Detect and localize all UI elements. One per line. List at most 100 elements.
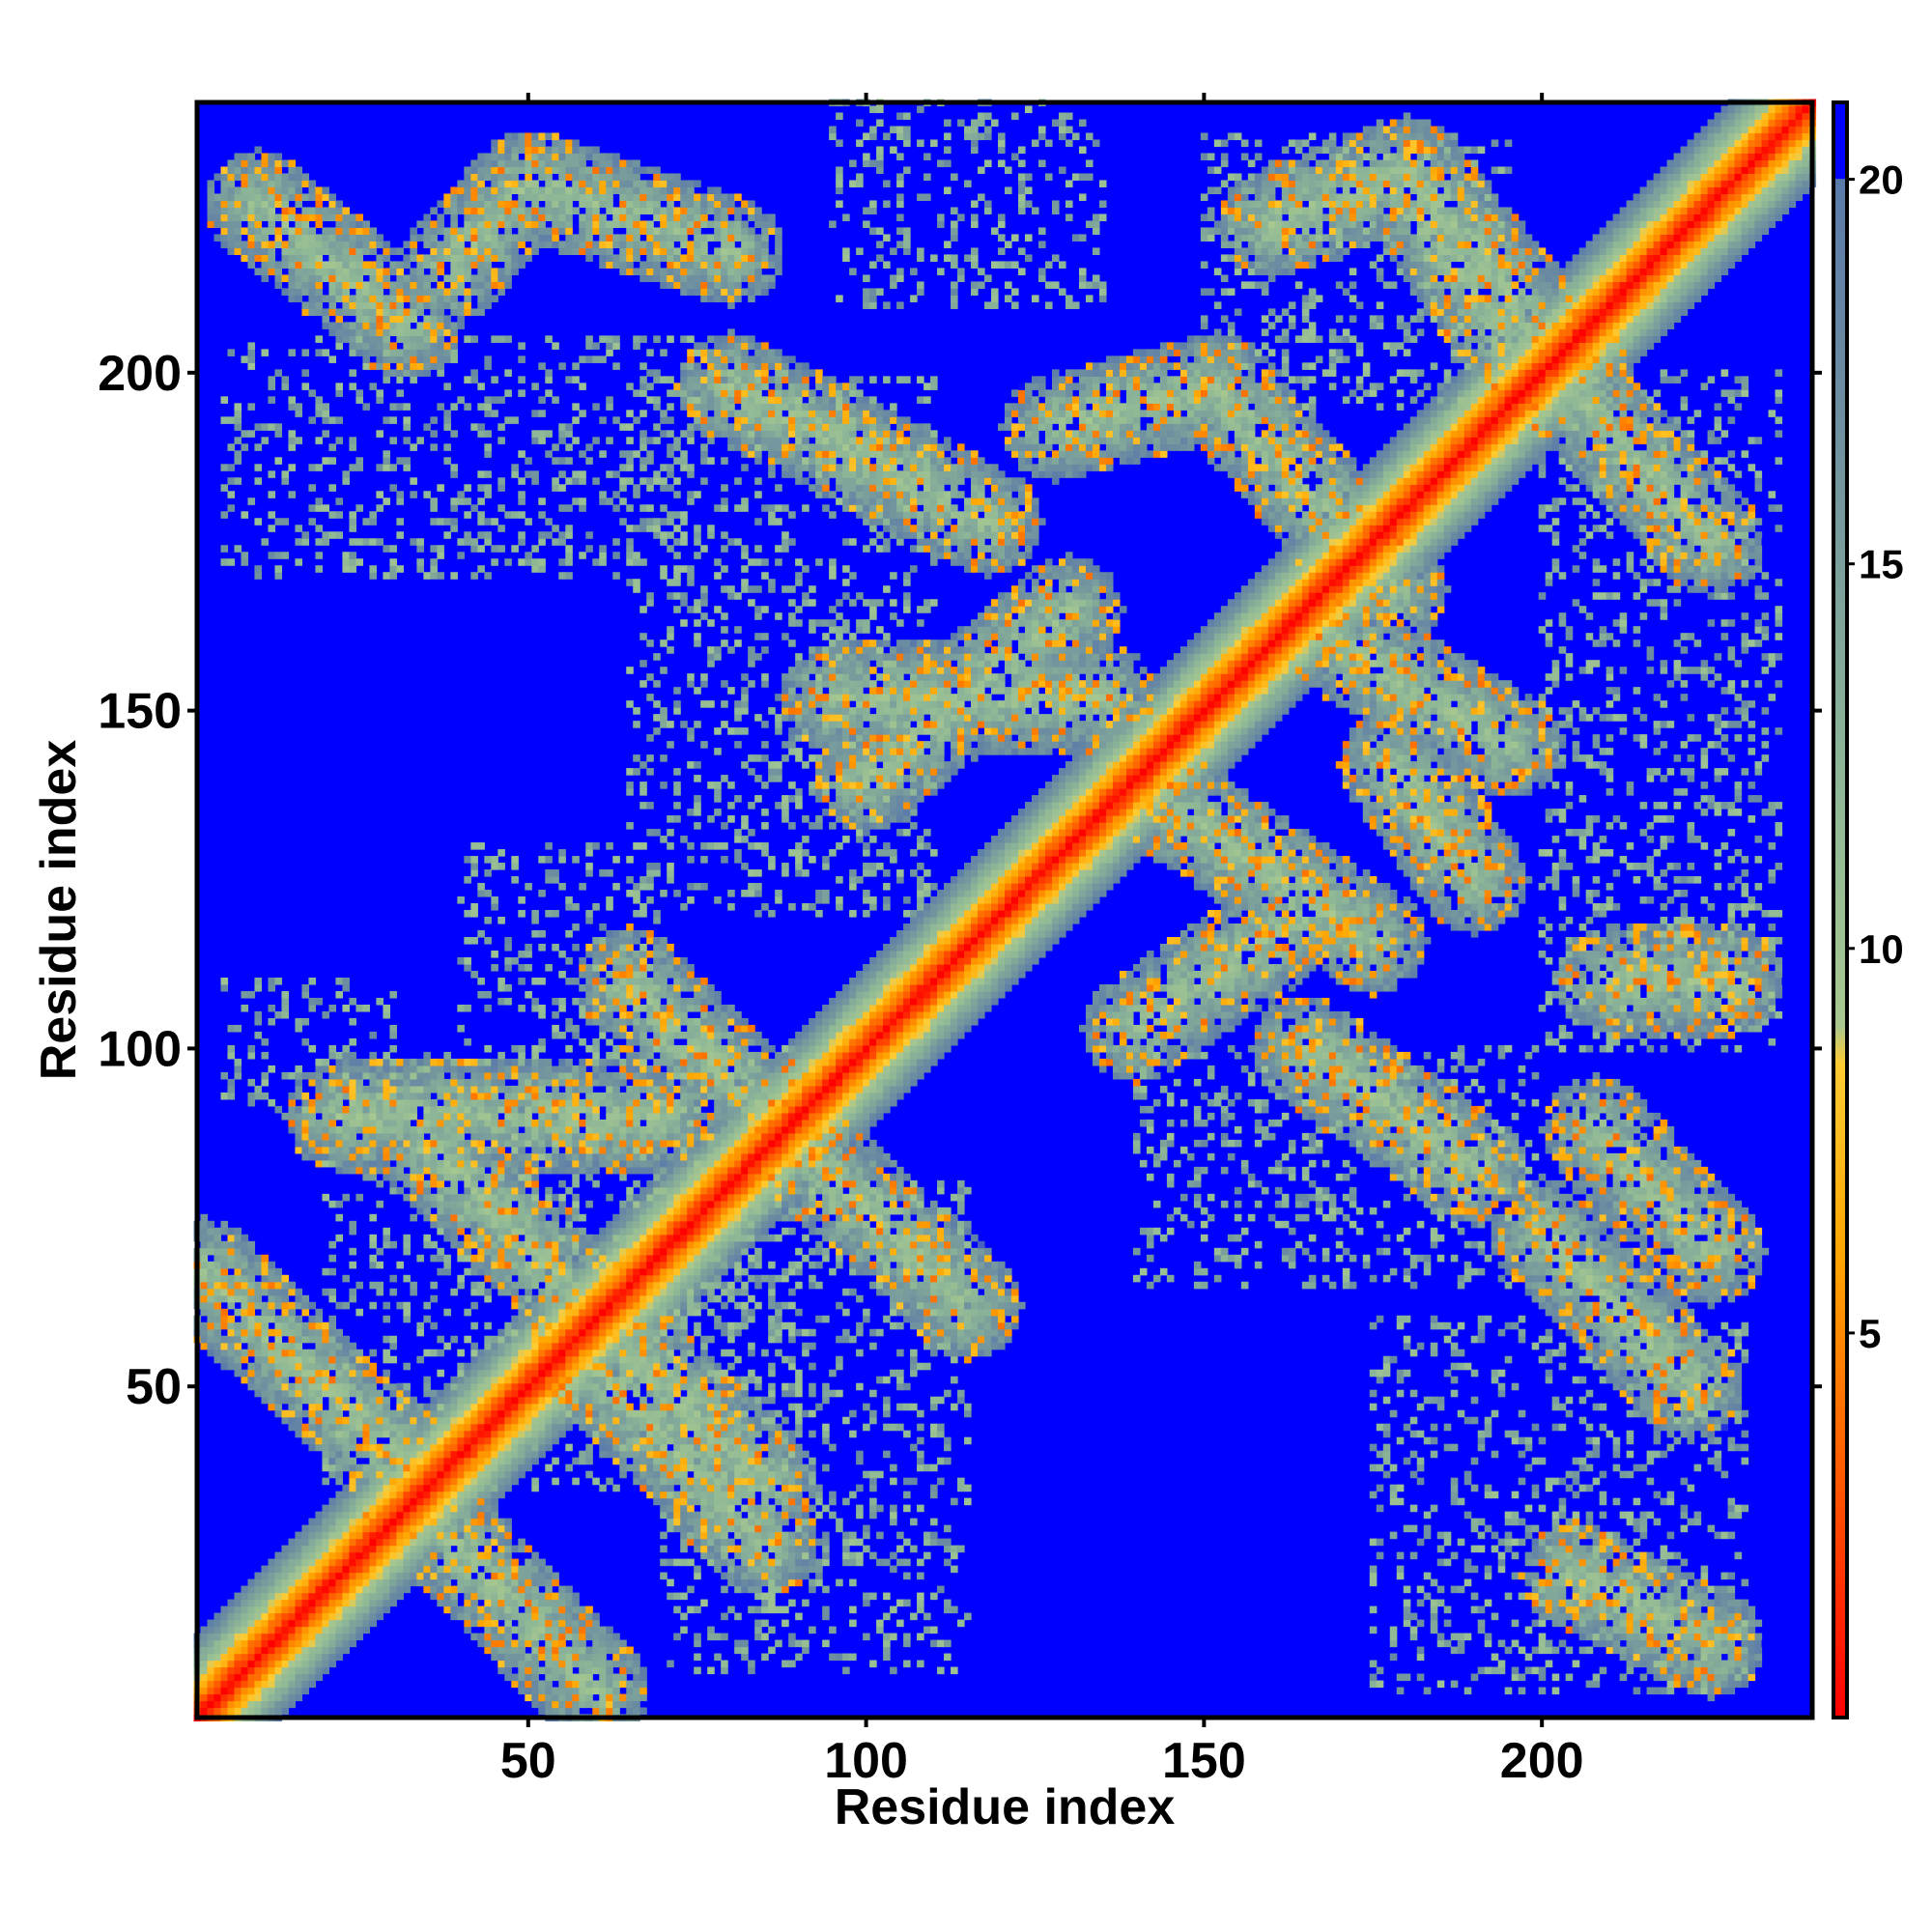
heatmap-cell (328, 261, 336, 269)
heatmap-cell (335, 335, 343, 343)
heatmap-cell (268, 1356, 275, 1364)
heatmap-cell (349, 1404, 356, 1411)
heatmap-cell (254, 1255, 262, 1263)
heatmap-cell (552, 443, 559, 451)
heatmap-cell (274, 518, 282, 526)
heatmap-cell (497, 159, 505, 167)
heatmap-cell (416, 362, 424, 370)
heatmap-cell (504, 957, 512, 965)
heatmap-cell (470, 1268, 478, 1276)
heatmap-cell (457, 1539, 465, 1547)
heatmap-cell (315, 1336, 323, 1344)
heatmap-cell (328, 1383, 336, 1391)
heatmap-cell (376, 1282, 384, 1290)
heatmap-cell (545, 1140, 553, 1148)
heatmap-cell (552, 1093, 559, 1100)
heatmap-cell (423, 1093, 431, 1100)
heatmap-cell (552, 153, 559, 160)
heatmap-cell (504, 281, 512, 289)
heatmap-cell (281, 254, 289, 262)
heatmap-cell (565, 1025, 573, 1033)
heatmap-cell (247, 153, 255, 160)
heatmap-cell (234, 220, 242, 228)
heatmap-cell (403, 1559, 411, 1567)
heatmap-cell (443, 457, 451, 465)
heatmap-cell (295, 1356, 302, 1364)
heatmap-cell (295, 295, 302, 302)
heatmap-cell (208, 207, 215, 214)
heatmap-cell (491, 1600, 498, 1607)
heatmap-cell (484, 281, 492, 289)
heatmap-cell (268, 1370, 275, 1378)
heatmap-cell (491, 153, 498, 160)
heatmap-cell (450, 1410, 458, 1418)
heatmap-cell (410, 268, 417, 275)
heatmap-cell (484, 1390, 492, 1398)
heatmap-cell (430, 1072, 438, 1080)
heatmap-cell (430, 1566, 438, 1574)
heatmap-cell (342, 1613, 350, 1621)
heatmap-cell (552, 1241, 559, 1249)
heatmap-cell (389, 1289, 397, 1296)
heatmap-cell (403, 1065, 411, 1073)
heatmap-cell (518, 1370, 526, 1378)
heatmap-cell (261, 200, 269, 208)
heatmap-cell (241, 1336, 248, 1344)
heatmap-cell (315, 1424, 323, 1432)
heatmap-cell (410, 1194, 417, 1202)
heatmap-cell (525, 1573, 532, 1580)
heatmap-cell (416, 1065, 424, 1073)
heatmap-cell (234, 1289, 242, 1296)
heatmap-cell (450, 1600, 458, 1607)
heatmap-cell (470, 1539, 478, 1547)
heatmap-cell (443, 443, 451, 451)
heatmap-cell (261, 268, 269, 275)
heatmap-cell (423, 1153, 431, 1161)
heatmap-cell (315, 200, 323, 208)
heatmap-cell (322, 1363, 329, 1371)
heatmap-cell (221, 1667, 229, 1675)
heatmap-cell (430, 1485, 438, 1492)
heatmap-cell (531, 1336, 539, 1344)
heatmap-cell (234, 1627, 242, 1634)
heatmap-cell (383, 1586, 390, 1594)
heatmap-cell (437, 315, 444, 323)
heatmap-cell (281, 1613, 289, 1621)
heatmap-cell (234, 213, 242, 221)
heatmap-cell (403, 1539, 411, 1547)
heatmap-cell (491, 1241, 498, 1249)
heatmap-cell (328, 1086, 336, 1094)
heatmap-cell (484, 1606, 492, 1614)
heatmap-cell (295, 200, 302, 208)
heatmap-cell (457, 200, 465, 208)
heatmap-cell (308, 1126, 316, 1134)
heatmap-cell (518, 1356, 526, 1364)
heatmap-cell (497, 1241, 505, 1249)
heatmap-cell (268, 1397, 275, 1405)
heatmap-cell (295, 1634, 302, 1641)
heatmap-cell (322, 1153, 329, 1161)
heatmap-cell (315, 1147, 323, 1154)
heatmap-cell (430, 1410, 438, 1418)
heatmap-cell (552, 944, 559, 952)
heatmap-cell (403, 241, 411, 248)
heatmap-cell (552, 1316, 559, 1323)
heatmap-cell (301, 193, 309, 201)
heatmap-cell (437, 1498, 444, 1506)
heatmap-cell (470, 1579, 478, 1587)
heatmap-cell (349, 1586, 356, 1594)
heatmap-cell (328, 1120, 336, 1127)
heatmap-cell (572, 1647, 580, 1655)
heatmap-cell (389, 1532, 397, 1540)
heatmap-cell (228, 1600, 236, 1607)
heatmap-cell (545, 842, 553, 850)
heatmap-cell (572, 1241, 580, 1249)
heatmap-cell (437, 1133, 444, 1141)
heatmap-cell (552, 159, 559, 167)
heatmap-cell (545, 1065, 553, 1073)
heatmap-cell (301, 1350, 309, 1357)
heatmap-cell (437, 1174, 444, 1181)
heatmap-cell (491, 1458, 498, 1465)
heatmap-cell (538, 1613, 546, 1621)
heatmap-cell (504, 1593, 512, 1601)
